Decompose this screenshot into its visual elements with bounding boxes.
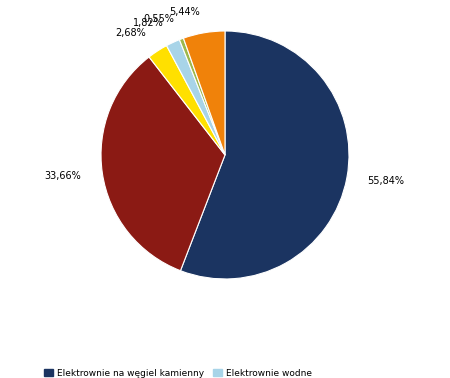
Text: 5,44%: 5,44% — [170, 7, 200, 17]
Wedge shape — [180, 31, 349, 279]
Text: 2,68%: 2,68% — [115, 28, 146, 38]
Text: 55,84%: 55,84% — [368, 177, 405, 186]
Text: 33,66%: 33,66% — [45, 171, 81, 181]
Text: 0,55%: 0,55% — [143, 14, 174, 24]
Legend: Elektrownie na węgiel kamienny, Elektrownie na węgiel brunatny, Elektrownie gazo: Elektrownie na węgiel kamienny, Elektrow… — [42, 367, 408, 378]
Text: 1,82%: 1,82% — [133, 19, 164, 28]
Wedge shape — [149, 46, 225, 155]
Wedge shape — [180, 38, 225, 155]
Wedge shape — [184, 31, 225, 155]
Wedge shape — [101, 57, 225, 271]
Wedge shape — [166, 40, 225, 155]
